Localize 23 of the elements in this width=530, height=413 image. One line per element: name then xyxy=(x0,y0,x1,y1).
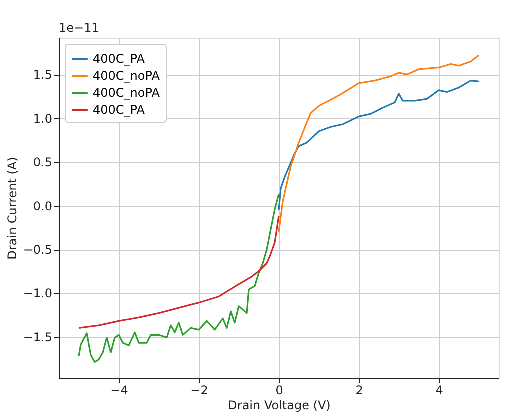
y-axis-title: Drain Current (A) xyxy=(5,157,20,260)
x-tick-label: 4 xyxy=(436,384,444,398)
legend-label: 400C_PA xyxy=(93,52,146,66)
y-tick-label: −1.0 xyxy=(23,286,52,301)
x-axis-title: Drain Voltage (V) xyxy=(228,398,331,412)
x-tick-label: 2 xyxy=(356,384,364,398)
line-series xyxy=(78,216,280,329)
legend-label: 400C_PA xyxy=(93,103,146,117)
y-tick-label: 1.5 xyxy=(33,68,52,82)
text: 1e−11 xyxy=(59,21,100,35)
x-tick-label: −4 xyxy=(110,384,128,398)
line-series xyxy=(78,194,280,364)
y-tick-label: −0.5 xyxy=(23,243,52,258)
y-tick-label: 0.0 xyxy=(33,199,52,214)
legend-label: 400C_noPA xyxy=(93,86,161,100)
line-series xyxy=(278,54,480,233)
line-series xyxy=(278,80,480,211)
y-tick-label: 0.5 xyxy=(33,156,52,170)
y-tick-label: −1.5 xyxy=(23,330,52,344)
y-tick-label: 1.0 xyxy=(33,112,52,126)
legend-label: 400C_noPA xyxy=(93,69,161,83)
x-tick-label: 0 xyxy=(276,384,284,398)
x-tick-label: −2 xyxy=(190,384,208,398)
